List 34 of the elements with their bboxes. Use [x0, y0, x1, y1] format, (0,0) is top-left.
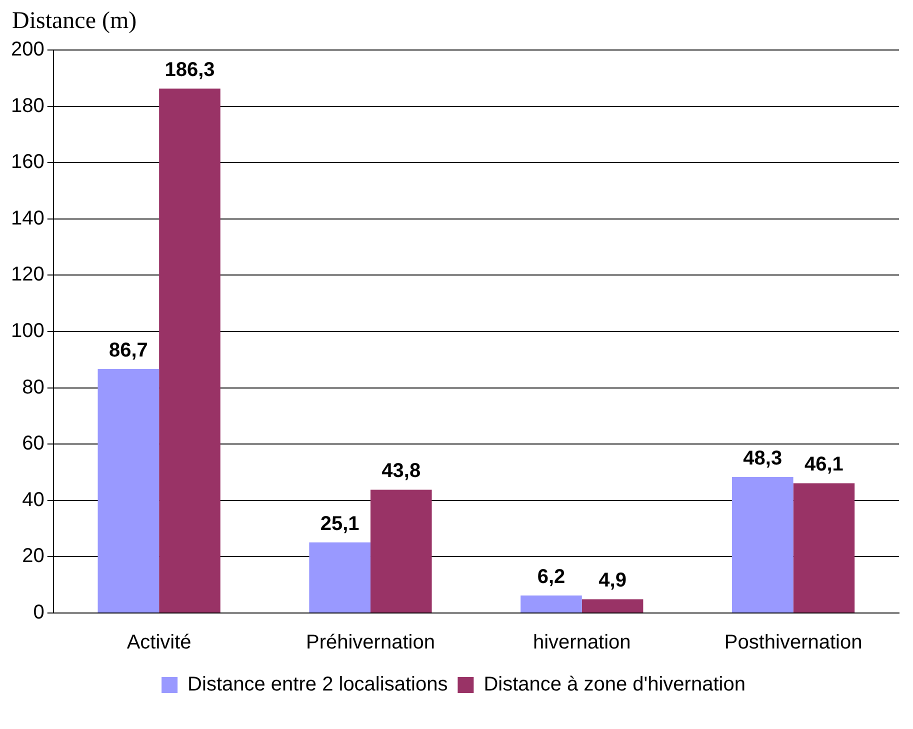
data-label: 46,1 — [804, 454, 844, 476]
legend-label: Distance à zone d'hivernation — [484, 674, 746, 696]
y-tick-label: 100 — [10, 320, 44, 342]
data-label: 6,2 — [537, 566, 566, 588]
y-tick-label: 160 — [10, 151, 44, 174]
x-tick-label: Activité — [126, 632, 192, 654]
x-tick-label: Préhivernation — [306, 632, 435, 654]
bar — [732, 477, 794, 612]
y-tick-label: 0 — [33, 602, 44, 624]
y-tick-label: 140 — [10, 207, 44, 230]
y-axis-title: Distance (m) — [12, 8, 138, 35]
x-tick-label: Posthivernation — [724, 632, 862, 654]
data-label: 86,7 — [108, 339, 148, 362]
bar — [309, 542, 370, 612]
bar — [370, 490, 432, 612]
bar — [582, 599, 644, 612]
bar — [793, 483, 855, 612]
y-tick-label: 40 — [22, 488, 44, 511]
y-tick-label: 120 — [10, 264, 44, 286]
bar — [98, 368, 160, 612]
x-tick-label: hivernation — [532, 632, 631, 654]
y-tick-label: 60 — [22, 432, 44, 455]
y-tick-label: 80 — [22, 376, 44, 398]
data-label: 48,3 — [743, 448, 782, 470]
bar — [520, 596, 582, 612]
y-tick-label: 180 — [10, 94, 44, 117]
data-label: 25,1 — [320, 512, 360, 535]
legend-label: Distance entre 2 localisations — [188, 674, 448, 696]
data-label: 186,3 — [164, 59, 215, 82]
data-label: 43,8 — [382, 460, 421, 482]
y-tick-label: 20 — [22, 545, 44, 568]
bar — [159, 88, 220, 612]
data-label: 4,9 — [598, 570, 626, 592]
y-tick-label: 200 — [10, 38, 44, 61]
